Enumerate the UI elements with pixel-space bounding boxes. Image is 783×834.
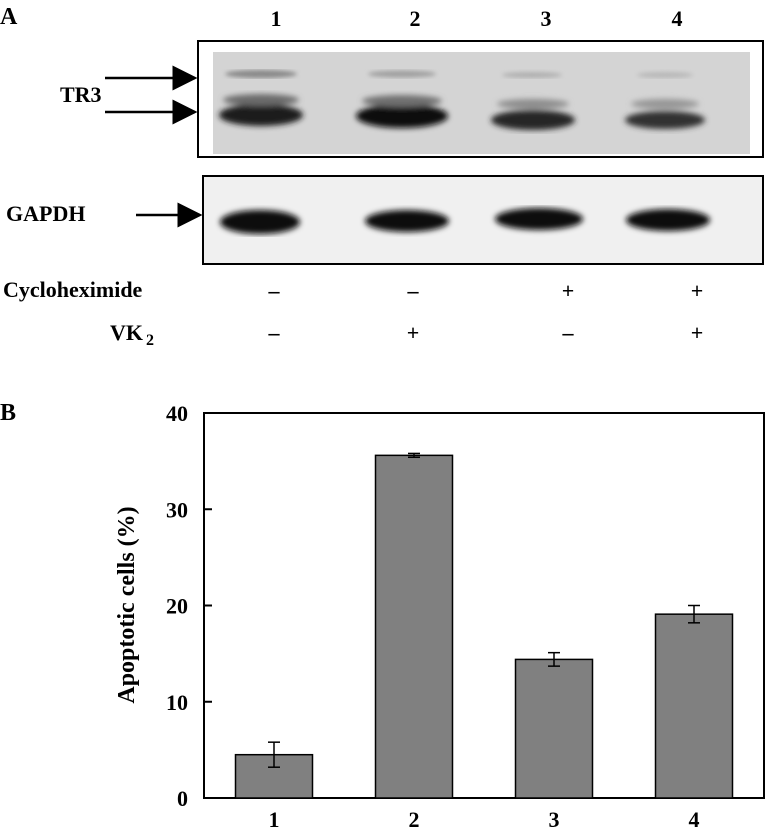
y-axis-label: Apoptotic cells (%)	[114, 506, 140, 703]
x-tick-label-4: 4	[689, 807, 700, 832]
cycloheximide-label: Cycloheximide	[3, 277, 143, 302]
bar-3	[514, 658, 594, 799]
lane-number-3: 3	[540, 6, 552, 31]
vk2-lane-2: +	[406, 320, 420, 345]
y-tick-label-20: 20	[166, 594, 188, 619]
vk2-lane-3: –	[562, 320, 574, 345]
tr3-blot-image	[197, 40, 764, 158]
bar-1	[234, 753, 314, 799]
lane-number-4: 4	[671, 6, 683, 31]
vk2-label-subscript: 2	[146, 332, 154, 350]
lane-number-1: 1	[270, 6, 282, 31]
lane-number-2: 2	[409, 6, 421, 31]
bar-4	[654, 613, 734, 799]
cycloheximide-lane-1: –	[268, 278, 280, 303]
tr3-label: TR3	[60, 82, 102, 107]
cycloheximide-lane-4: +	[690, 278, 704, 303]
vk2-label-text: VK	[110, 320, 143, 345]
y-tick-label-0: 0	[177, 786, 188, 811]
vk2-lane-1: –	[268, 320, 280, 345]
y-tick-label-10: 10	[166, 690, 188, 715]
bar-2	[374, 454, 454, 799]
vk2-lane-4: +	[690, 320, 704, 345]
tr3-arrows	[105, 65, 198, 125]
gapdh-arrow	[136, 202, 203, 228]
y-tick-label-30: 30	[166, 497, 188, 522]
x-tick-label-3: 3	[549, 807, 560, 832]
gapdh-label: GAPDH	[6, 201, 86, 226]
x-tick-label-1: 1	[269, 807, 280, 832]
cycloheximide-lane-2: –	[407, 278, 419, 303]
x-tick-label-2: 2	[409, 807, 420, 832]
apoptosis-bar-chart: Apoptotic cells (%) 0 10 20 30 40 1 2 3 4	[114, 401, 765, 832]
cycloheximide-lane-3: +	[561, 278, 575, 303]
gapdh-blot-image	[202, 175, 764, 265]
panel-a-letter: A	[0, 4, 18, 30]
vk2-label: VK 2	[110, 320, 154, 350]
panel-b-letter: B	[0, 400, 17, 426]
y-tick-label-40: 40	[166, 401, 188, 426]
